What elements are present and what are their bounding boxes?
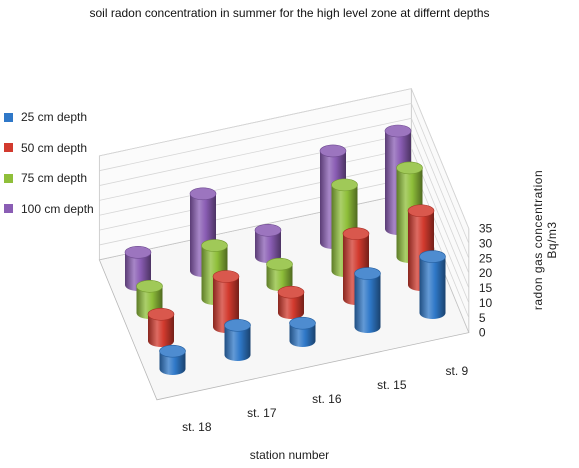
legend-label-2: 50 cm depth — [21, 140, 88, 155]
gridline-6 — [99, 103, 470, 244]
bar-25-cm-depth-st16 — [289, 316, 316, 347]
legend-label-3: 75 cm depth — [21, 171, 88, 186]
legend-swatch-2 — [4, 143, 13, 153]
legend-label-4: 100 cm depth — [21, 201, 94, 216]
legend-swatch-1 — [4, 112, 13, 122]
bar-25-cm-depth-st17 — [224, 318, 251, 361]
bar-100-cm-depth-st16 — [254, 223, 282, 263]
bar-75-cm-depth-st16 — [266, 257, 293, 291]
legend-item-3: 75 cm depth — [4, 163, 94, 194]
y-tick-label-7: 35 — [479, 222, 493, 236]
x-tick-label-1: st. 17 — [247, 406, 277, 420]
x-tick-label-3: st. 15 — [377, 378, 407, 392]
bar-25-cm-depth-st9 — [419, 250, 446, 319]
x-tick-label-0: st. 18 — [182, 420, 212, 434]
y-axis-title-line1: radon gas concentration — [531, 169, 545, 311]
bar-50-cm-depth-st18 — [147, 307, 175, 347]
y-tick-label-5: 25 — [479, 251, 493, 265]
chart-legend: 25 cm depth 50 cm depth 75 cm depth 100 cm … — [4, 102, 94, 224]
bar-50-cm-depth-st16 — [277, 285, 305, 319]
bar-25-cm-depth-st18 — [159, 344, 186, 375]
bar-25-cm-depth-st15 — [354, 267, 381, 333]
legend-item-1: 25 cm depth — [4, 102, 94, 133]
y-tick-label-2: 10 — [479, 296, 493, 310]
y-tick-label-6: 30 — [479, 237, 493, 251]
legend-swatch-4 — [4, 204, 13, 214]
y-tick-label-4: 20 — [479, 266, 493, 280]
legend-item-2: 50 cm depth — [4, 133, 94, 164]
y-tick-label-1: 5 — [479, 311, 486, 325]
gridline-5 — [99, 117, 470, 259]
x-tick-label-2: st. 16 — [312, 392, 342, 406]
gridline-7 — [99, 88, 470, 229]
legend-item-4: 100 cm depth — [4, 194, 94, 225]
x-axis-title: station number — [249, 448, 330, 462]
chart-title: soil radon concentration in summer for t… — [89, 6, 490, 20]
legend-label-1: 25 cm depth — [21, 110, 88, 125]
x-tick-label-4: st. 9 — [446, 364, 469, 378]
bar-50-cm-depth-st17 — [212, 270, 240, 333]
y-axis-title-line2: Bq/m3 — [545, 221, 559, 259]
y-tick-label-0: 0 — [479, 326, 486, 340]
y-tick-label-3: 15 — [479, 281, 493, 295]
gridline-4 — [99, 132, 470, 274]
legend-swatch-3 — [4, 173, 13, 183]
